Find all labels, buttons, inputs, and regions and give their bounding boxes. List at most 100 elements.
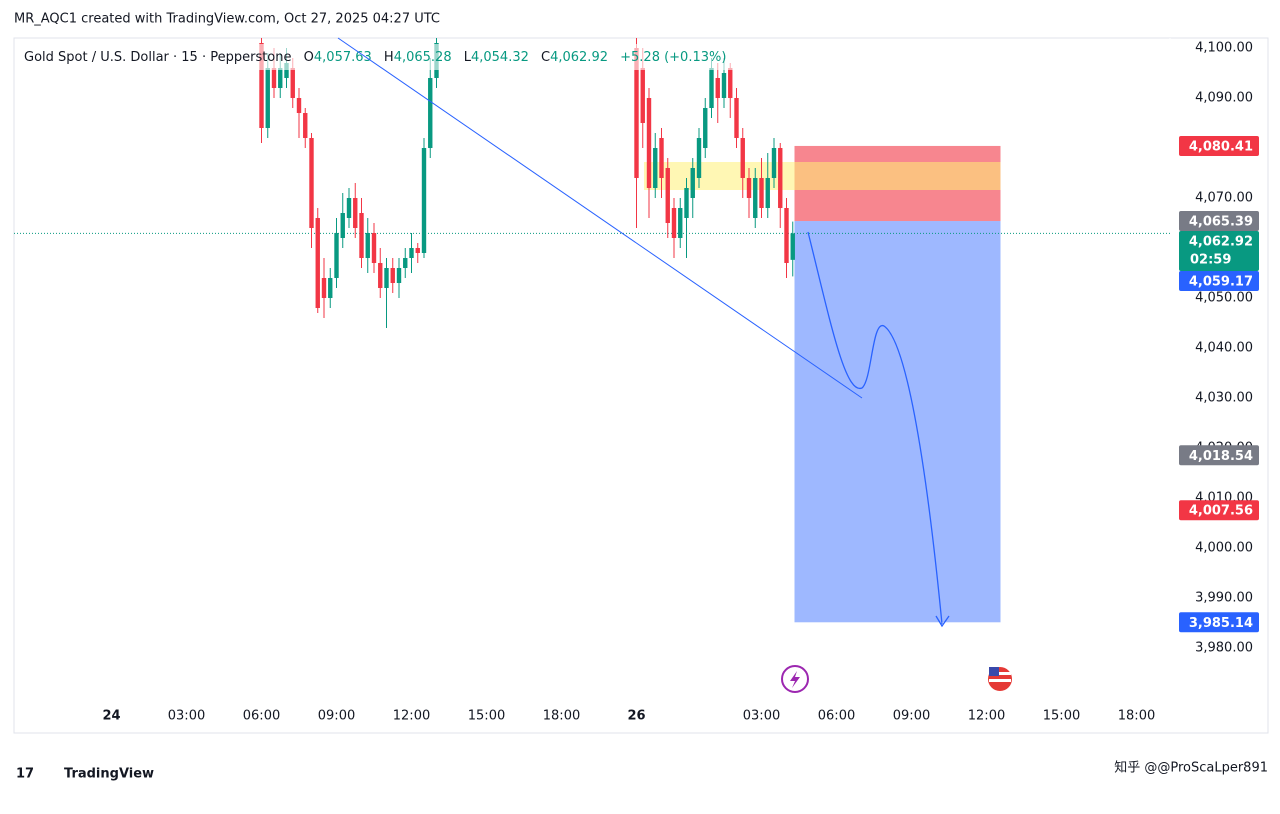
candle-body (678, 208, 683, 238)
candle-body (390, 268, 395, 283)
y-tick-label: 4,090.00 (1195, 91, 1253, 106)
candle-body (759, 178, 764, 208)
candle-body (271, 68, 277, 88)
price-tag-label: 4,062.92 (1189, 235, 1253, 250)
x-tick-label: 12:00 (393, 709, 430, 724)
lightning (790, 671, 800, 688)
x-tick-label: 09:00 (318, 709, 355, 724)
y-tick-label: 4,050.00 (1195, 291, 1253, 306)
x-tick-label: 15:00 (1043, 709, 1080, 724)
candle-body (421, 148, 427, 253)
y-tick-label: 4,030.00 (1195, 391, 1253, 406)
x-tick-label: 03:00 (743, 709, 780, 724)
candle-body (284, 63, 289, 78)
legend-value: 4,054.32 (471, 50, 529, 65)
legend-value: 4,065.28 (394, 50, 452, 65)
logo: TradingView (64, 767, 154, 782)
price-tag-label: 4,059.17 (1189, 275, 1253, 290)
y-tick-label: 4,100.00 (1195, 41, 1253, 56)
x-tick-label: 18:00 (543, 709, 580, 724)
y-tick-label: 4,040.00 (1195, 341, 1253, 356)
x-tick-label: 09:00 (893, 709, 930, 724)
candle-body (378, 263, 383, 288)
candle-body (753, 178, 758, 218)
candle-body (734, 98, 739, 138)
x-tick-label: 18:00 (1118, 709, 1155, 724)
candle-body (746, 178, 752, 198)
plot (14, 38, 1170, 623)
candle-body (415, 248, 420, 253)
price-tag (1179, 500, 1259, 521)
price-tag-label: 4,007.56 (1189, 504, 1253, 519)
legend-value: 4,062.92 (550, 50, 608, 65)
legend-key: H (384, 50, 394, 65)
legend-bg (18, 44, 778, 70)
candle-body (396, 268, 402, 283)
price-tag-label: 4,065.39 (1189, 215, 1253, 230)
candle-body (296, 98, 302, 113)
candle-body (715, 78, 720, 98)
candle-body (690, 168, 695, 198)
flag-stripe (989, 679, 1011, 682)
candle-body (634, 48, 639, 178)
candle-body (778, 148, 783, 208)
price-tag-label: 3,985.14 (1189, 616, 1253, 631)
y-tick-label: 3,990.00 (1195, 591, 1253, 606)
price-tag-label: 4,080.41 (1189, 139, 1253, 154)
supply-zone (644, 162, 1001, 190)
candle-body (665, 168, 670, 223)
x-tick-label: 15:00 (468, 709, 505, 724)
flag-canton (989, 667, 999, 676)
candle-body (728, 68, 733, 98)
symbol: Gold Spot / U.S. Dollar · 15 · Peppersto… (24, 50, 292, 65)
candle-body (684, 188, 689, 218)
y-tick-label: 4,000.00 (1195, 541, 1253, 556)
candle-body (265, 68, 270, 128)
legend: Gold Spot / U.S. Dollar · 15 · Peppersto… (24, 50, 726, 65)
candle-body (309, 138, 314, 228)
candle-body (290, 68, 295, 98)
y-tick-label: 4,070.00 (1195, 191, 1253, 206)
projection-arrow (935, 615, 950, 628)
logo-mark: 𝟭𝟳 (16, 767, 34, 782)
flag-stripe (989, 672, 1011, 675)
candle-body (303, 113, 308, 138)
candle-body (359, 213, 364, 258)
candle-body (703, 108, 708, 148)
x-tick-label: 06:00 (818, 709, 855, 724)
x-tick-label: 03:00 (168, 709, 205, 724)
candle-body (278, 68, 283, 88)
price-tag-label: 4,018.54 (1189, 449, 1253, 464)
header: MR_AQC1 created with TradingView.com, Oc… (14, 12, 440, 27)
candle-body (384, 268, 389, 288)
trend-line (337, 37, 863, 399)
x-tick-label: 06:00 (243, 709, 280, 724)
price-tag (1179, 445, 1259, 466)
candle-body (371, 233, 377, 263)
candle-body (640, 68, 645, 123)
x-tick-label: 26 (627, 709, 645, 724)
legend-key: O (304, 50, 314, 65)
candle-body (790, 233, 795, 260)
candle-body (403, 258, 408, 268)
candle-body (321, 278, 327, 298)
candle-body (340, 213, 345, 238)
legend-change: +5.28 (+0.13%) (620, 50, 726, 65)
candle-body (646, 98, 652, 188)
watermark: 知乎 @@ProScaLper891 (1114, 760, 1268, 776)
price-tag (1179, 135, 1259, 156)
candle-body (740, 138, 745, 178)
candle-body (409, 248, 414, 258)
legend-value: 4,057.63 (314, 50, 372, 65)
y-tick-label: 3,980.00 (1195, 641, 1253, 656)
candle-body (784, 208, 789, 263)
candle-body (721, 73, 727, 98)
candle-body (653, 148, 658, 188)
chart-frame (13, 37, 1269, 734)
candle-body (259, 43, 264, 128)
candle-body (365, 233, 370, 258)
candle-body (315, 218, 320, 308)
candle-body (696, 138, 702, 178)
legend-key: C (541, 50, 550, 65)
